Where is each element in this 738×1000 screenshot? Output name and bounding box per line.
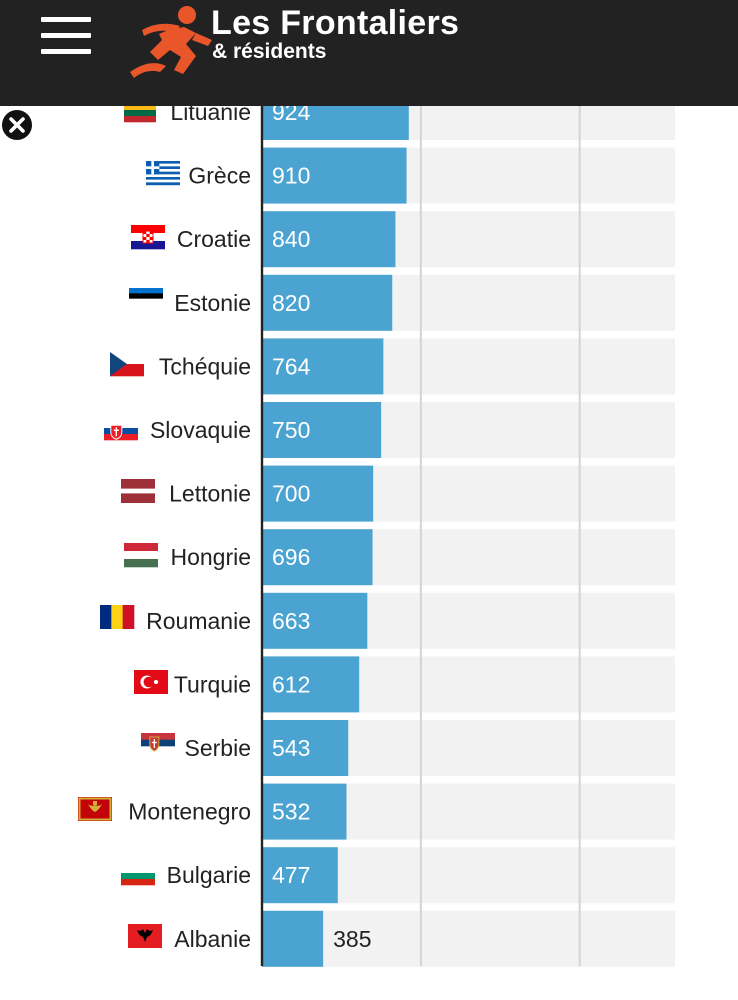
category-label: Tchéquie	[159, 353, 251, 379]
close-ad-button[interactable]	[1, 109, 33, 141]
montenegro-flag-icon	[78, 797, 112, 821]
category-label: Hongrie	[170, 544, 251, 570]
category-label: Croatie	[177, 226, 251, 252]
slovakia-flag-icon	[104, 422, 138, 441]
bar-estonie[interactable]	[262, 274, 393, 331]
data-label: 612	[272, 671, 310, 697]
data-label: 910	[272, 163, 310, 189]
latvia-flag-icon	[121, 479, 155, 503]
bar-croatie[interactable]	[262, 211, 396, 268]
bar-turquie[interactable]	[262, 656, 360, 713]
bulgaria-flag-icon	[121, 867, 155, 886]
brand-subtitle: & résidents	[212, 40, 327, 63]
data-label: 750	[272, 417, 310, 443]
albania-flag-icon	[128, 924, 162, 948]
bar-grèce[interactable]	[262, 147, 407, 204]
data-label: 840	[272, 226, 310, 252]
category-label: Grèce	[188, 163, 251, 189]
category-label: Estonie	[174, 290, 251, 316]
data-label: 532	[272, 799, 310, 825]
bar-tchéquie[interactable]	[262, 338, 384, 395]
category-label: Lettonie	[169, 481, 251, 507]
data-label: 696	[272, 544, 310, 570]
bar-bulgarie[interactable]	[262, 847, 338, 904]
data-label: 700	[272, 481, 310, 507]
serbia-flag-icon	[141, 733, 175, 754]
croatia-flag-icon	[131, 225, 165, 250]
category-label: Roumanie	[146, 608, 251, 634]
category-label: Bulgarie	[167, 862, 251, 888]
czechia-flag-icon	[110, 352, 144, 377]
estonia-flag-icon	[129, 288, 163, 305]
category-label: Albanie	[174, 926, 251, 952]
bar-hongrie[interactable]	[262, 529, 373, 586]
bar-lettonie[interactable]	[262, 465, 374, 522]
lithuania-flag-icon	[124, 104, 156, 123]
data-label: 477	[272, 862, 310, 888]
data-label: 543	[272, 735, 310, 761]
close-icon[interactable]	[1, 109, 33, 141]
hungary-flag-icon	[124, 543, 158, 568]
bar-albanie[interactable]	[262, 910, 324, 967]
bar-serbie[interactable]	[262, 720, 349, 776]
hamburger-menu-button[interactable]	[38, 16, 94, 56]
greece-flag-icon	[146, 161, 180, 186]
category-label: Turquie	[174, 671, 251, 697]
romania-flag-icon	[100, 605, 135, 629]
category-label: Slovaquie	[150, 417, 251, 443]
data-label: 820	[272, 290, 310, 316]
bar-roumanie[interactable]	[262, 592, 368, 649]
brand-title[interactable]: Les Frontaliers	[211, 4, 460, 42]
data-label: 764	[272, 353, 311, 379]
bar-slovaquie[interactable]	[262, 402, 382, 458]
bar-track	[262, 910, 675, 967]
site-header: Les Frontaliers & résidents	[0, 0, 738, 106]
data-label: 385	[333, 926, 371, 952]
category-label: Montenegro	[128, 799, 251, 825]
data-label: 663	[272, 608, 310, 634]
runner-logo-icon[interactable]	[128, 0, 248, 80]
turkey-flag-icon	[134, 670, 168, 694]
bar-montenegro[interactable]	[262, 783, 347, 840]
category-label: Serbie	[185, 735, 251, 761]
